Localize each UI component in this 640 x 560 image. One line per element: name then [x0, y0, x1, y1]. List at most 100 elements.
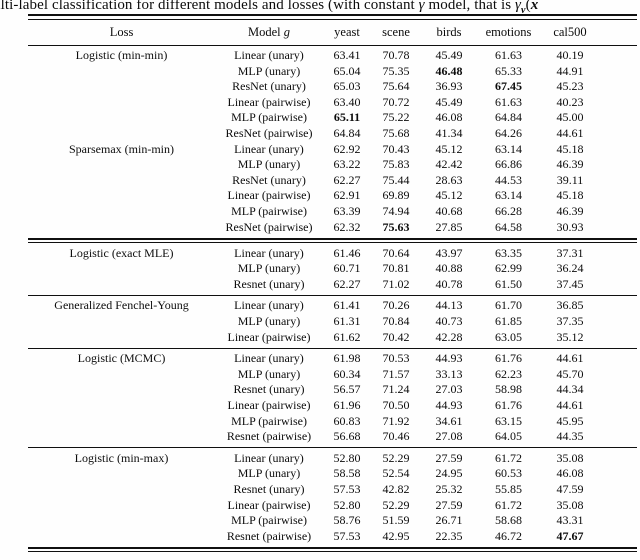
- value-cell: 44.34: [556, 382, 584, 397]
- caption-text: ulti-label classification for different …: [0, 0, 419, 13]
- value-cell: 65.33: [495, 63, 522, 78]
- value-cell: 52.54: [382, 466, 410, 481]
- value-cell: 70.53: [382, 351, 410, 366]
- loss-cell: [28, 220, 215, 236]
- value-cell: 41.34: [435, 125, 463, 140]
- value-cell: 69.89: [382, 188, 410, 203]
- value-cell: 37.45: [556, 276, 584, 291]
- value-cell: 27.03: [435, 382, 463, 397]
- value-cell: 62.23: [495, 366, 522, 381]
- value-cell: 75.44: [382, 172, 410, 187]
- section-rule: [28, 347, 637, 349]
- value-cell: 63.41: [333, 48, 361, 62]
- value-cell: 27.85: [435, 219, 463, 234]
- value-cell: 71.24: [382, 382, 410, 397]
- value-cell: 61.31: [333, 314, 361, 328]
- value-cell: 45.18: [556, 141, 584, 156]
- loss-cell: [28, 204, 215, 220]
- loss-cell: [28, 529, 215, 545]
- value-cell: 57.53: [333, 481, 361, 496]
- value-cell: 45.00: [556, 110, 584, 125]
- value-cell: 40.88: [435, 261, 463, 276]
- value-cell: 56.68: [333, 429, 361, 444]
- row-spacer: [600, 451, 637, 467]
- loss-cell: [28, 64, 215, 80]
- value-cell: 61.62: [333, 329, 361, 344]
- value-cell: 60.53: [495, 466, 522, 481]
- column-header-cal500: cal500: [553, 24, 587, 39]
- value-cell: 40.19: [556, 48, 584, 62]
- value-cell: 44.93: [435, 397, 463, 412]
- value-cell: 63.14: [495, 188, 522, 203]
- table-row: Resnet (pairwise) 57.53 42.95 22.35 46.72 47.…: [28, 529, 637, 545]
- model-cell: Resnet (unary): [233, 382, 305, 397]
- value-cell: 56.57: [333, 382, 361, 397]
- model-cell: MLP (unary): [237, 63, 301, 78]
- model-cell: Linear (unary): [234, 298, 304, 313]
- table-row: Logistic (MCMC) Linear (unary) 61.98 70.53 4…: [28, 351, 637, 367]
- caption-text: model, that is: [424, 0, 516, 13]
- value-cell: 45.12: [435, 141, 463, 156]
- loss-cell: [28, 79, 215, 95]
- value-cell: 70.81: [382, 261, 410, 276]
- value-cell: 47.59: [556, 481, 584, 496]
- value-cell: 44.53: [495, 172, 522, 187]
- value-cell: 42.95: [382, 528, 410, 543]
- model-cell: MLP (pairwise): [231, 413, 307, 428]
- loss-cell: [28, 157, 215, 173]
- value-cell: 46.72: [495, 528, 522, 543]
- value-cell: 65.04: [333, 63, 361, 78]
- value-cell: 26.71: [435, 513, 463, 528]
- loss-cell: [28, 330, 215, 346]
- loss-cell: Generalized Fenchel-Young: [54, 298, 189, 313]
- row-spacer: [600, 429, 637, 445]
- row-spacer: [600, 188, 637, 204]
- column-header-loss: Loss: [109, 24, 134, 39]
- table-caption: ulti-label classification for different …: [0, 0, 539, 16]
- value-cell: 40.23: [556, 94, 584, 109]
- table-row: Resnet (pairwise) 56.68 70.46 27.08 64.05 44.…: [28, 429, 637, 445]
- table-row: Linear (pairwise) 62.91 69.89 45.12 63.14 45.…: [28, 188, 637, 204]
- table-row: ResNet (unary) 62.27 75.44 28.63 44.53 39.11: [28, 173, 637, 189]
- table-row: MLP (unary) 61.31 70.84 40.73 61.85 37.35: [28, 314, 637, 330]
- value-cell: 63.05: [495, 329, 522, 344]
- model-cell: Resnet (unary): [233, 276, 305, 291]
- value-cell: 61.98: [333, 351, 361, 366]
- model-cell: ResNet (unary): [232, 79, 306, 94]
- loss-cell: Sparsemax (min-min): [69, 141, 174, 156]
- value-cell: 58.76: [333, 513, 361, 528]
- value-cell: 74.94: [382, 203, 410, 218]
- value-cell: 52.80: [333, 497, 361, 512]
- loss-cell: [28, 482, 215, 498]
- value-cell: 43.31: [556, 513, 584, 528]
- value-cell: 61.72: [495, 450, 522, 465]
- row-spacer: [600, 64, 637, 80]
- value-cell: 62.32: [333, 219, 361, 234]
- section-rule: [28, 447, 637, 449]
- model-cell: Linear (pairwise): [227, 329, 311, 344]
- model-cell: MLP (unary): [237, 314, 301, 328]
- column-header-scene: scene: [382, 24, 410, 39]
- table-row: MLP (pairwise) 58.76 51.59 26.71 58.68 43.31: [28, 513, 637, 529]
- value-cell: 35.12: [556, 329, 584, 344]
- value-cell: 70.46: [382, 429, 410, 444]
- value-cell: 52.29: [382, 450, 410, 465]
- loss-cell: [28, 314, 215, 330]
- model-cell: Linear (unary): [234, 48, 304, 62]
- row-spacer: [600, 95, 637, 111]
- value-cell: 60.83: [333, 413, 361, 428]
- row-spacer: [600, 79, 637, 95]
- row-spacer: [600, 498, 637, 514]
- x-symbol: x: [530, 0, 539, 13]
- row-spacer: [600, 277, 637, 293]
- row-spacer: [600, 110, 637, 126]
- model-cell: Linear (unary): [234, 450, 304, 465]
- value-cell: 75.64: [382, 79, 410, 94]
- column-header-yeast: yeast: [334, 24, 360, 39]
- model-cell: ResNet (pairwise): [225, 219, 313, 234]
- value-cell: 70.72: [382, 94, 410, 109]
- value-cell: 44.13: [435, 298, 463, 313]
- results-table: Loss Model g yeast scene birds emotions …: [28, 14, 637, 553]
- value-cell: 71.02: [382, 276, 410, 291]
- value-cell: 61.50: [495, 276, 522, 291]
